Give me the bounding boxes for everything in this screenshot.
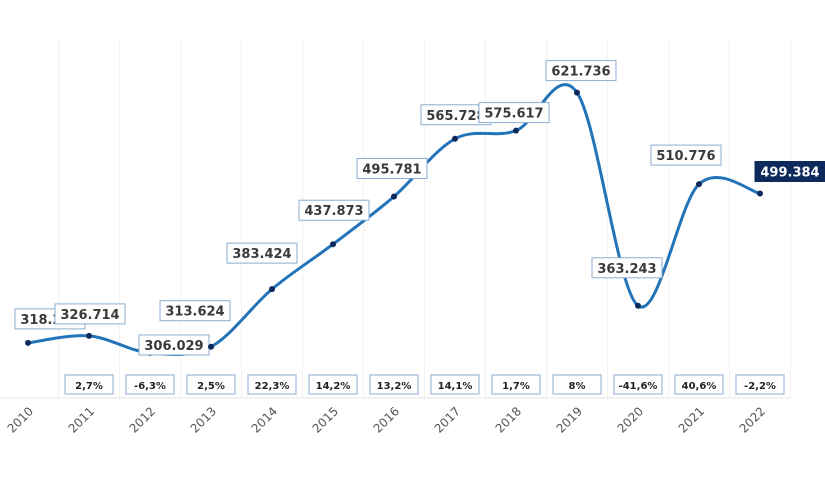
value-label-text: 306.029 — [144, 339, 203, 354]
change-label-text: 2,5% — [197, 381, 225, 392]
x-tick-label: 2012 — [127, 404, 158, 435]
value-label: 306.029 — [138, 334, 210, 356]
x-tick-label: 2022 — [737, 404, 768, 435]
change-label: 22,3% — [247, 374, 297, 395]
change-label: -41,6% — [613, 374, 663, 395]
value-label-box — [650, 144, 722, 166]
value-label: 621.736 — [545, 60, 617, 82]
value-label: 575.617 — [478, 102, 550, 124]
change-label-text: 2,7% — [75, 381, 103, 392]
x-tick-label: 2013 — [188, 404, 219, 435]
value-label-text: 565.728 — [426, 109, 485, 124]
change-label-box — [186, 374, 236, 395]
x-tick-label: 2010 — [5, 404, 36, 435]
value-label: 499.384 — [754, 160, 825, 182]
change-label-box — [308, 374, 358, 395]
change-label: -6,3% — [125, 374, 175, 395]
change-label-box — [125, 374, 175, 395]
value-label-text: 575.617 — [484, 107, 543, 122]
change-label-box — [613, 374, 663, 395]
value-label-box — [591, 257, 663, 279]
data-point — [513, 127, 519, 134]
x-tick-label: 2014 — [249, 404, 280, 435]
x-tick-label: 2021 — [676, 404, 707, 435]
value-label-text: 383.424 — [232, 247, 291, 262]
data-point — [391, 193, 397, 200]
data-point — [757, 190, 763, 197]
value-label: 510.776 — [650, 144, 722, 166]
value-label-text: 326.714 — [60, 308, 119, 323]
change-label-box — [247, 374, 297, 395]
change-label-box — [491, 374, 541, 395]
value-label-text: 495.781 — [362, 162, 421, 177]
change-label: 40,6% — [674, 374, 724, 395]
value-label-box — [356, 157, 428, 179]
value-label-text: 363.243 — [597, 262, 656, 277]
change-label-box — [552, 374, 602, 395]
x-tick-label: 2020 — [615, 404, 646, 435]
x-tick-label: 2011 — [66, 404, 97, 435]
change-label-text: 40,6% — [682, 381, 717, 392]
data-point — [25, 339, 31, 346]
value-label-text: 313.624 — [165, 305, 224, 320]
change-label-text: 13,2% — [377, 381, 412, 392]
change-label-text: 8% — [569, 381, 586, 392]
change-label: 14,1% — [430, 374, 480, 395]
value-label-box — [545, 60, 617, 82]
x-tick-label: 2015 — [310, 404, 341, 435]
change-label-box — [674, 374, 724, 395]
x-tick-label: 2019 — [554, 404, 585, 435]
change-label-text: -2,2% — [744, 381, 776, 392]
data-point — [208, 343, 214, 350]
x-tick-label: 2016 — [371, 404, 402, 435]
change-label-box — [735, 374, 785, 395]
value-label-text: 510.776 — [656, 149, 715, 164]
data-point — [696, 181, 702, 188]
value-label: 437.873 — [298, 199, 370, 221]
data-point — [269, 286, 275, 293]
value-label-box — [54, 303, 126, 325]
x-tick-label: 2018 — [493, 404, 524, 435]
change-label-text: -6,3% — [134, 381, 166, 392]
change-label-text: -41,6% — [619, 381, 658, 392]
value-label-box — [478, 102, 550, 124]
value-label: 383.424 — [226, 242, 298, 264]
change-label: 1,7% — [491, 374, 541, 395]
x-tick-label: 2017 — [432, 404, 463, 435]
change-label-text: 14,1% — [438, 381, 473, 392]
series-line — [27, 83, 761, 357]
change-label-text: 22,3% — [255, 381, 290, 392]
data-point — [86, 332, 92, 339]
change-label-box — [430, 374, 480, 395]
data-point — [330, 241, 336, 248]
value-label-box — [159, 300, 231, 322]
value-label: 363.243 — [591, 257, 663, 279]
change-label-text: 1,7% — [502, 381, 530, 392]
value-label: 313.624 — [159, 300, 231, 322]
value-label-box — [226, 242, 298, 264]
value-label: 495.781 — [356, 157, 428, 179]
value-label-text: 499.384 — [760, 165, 819, 180]
data-point — [635, 302, 641, 309]
value-label-box — [298, 199, 370, 221]
change-label-text: 14,2% — [316, 381, 351, 392]
change-label-box — [369, 374, 419, 395]
value-label-text: 437.873 — [304, 204, 363, 219]
value-label-box — [754, 160, 825, 182]
value-label: 565.728 — [420, 104, 492, 126]
data-point — [452, 135, 458, 142]
change-label: 14,2% — [308, 374, 358, 395]
data-point — [574, 89, 580, 96]
change-label: 8% — [552, 374, 602, 395]
change-label: 13,2% — [369, 374, 419, 395]
change-label: 2,7% — [64, 374, 114, 395]
change-label-box — [64, 374, 114, 395]
value-label: 326.714 — [54, 303, 126, 325]
value-label-text: 621.736 — [551, 65, 610, 80]
change-label: -2,2% — [735, 374, 785, 395]
change-label: 2,5% — [186, 374, 236, 395]
